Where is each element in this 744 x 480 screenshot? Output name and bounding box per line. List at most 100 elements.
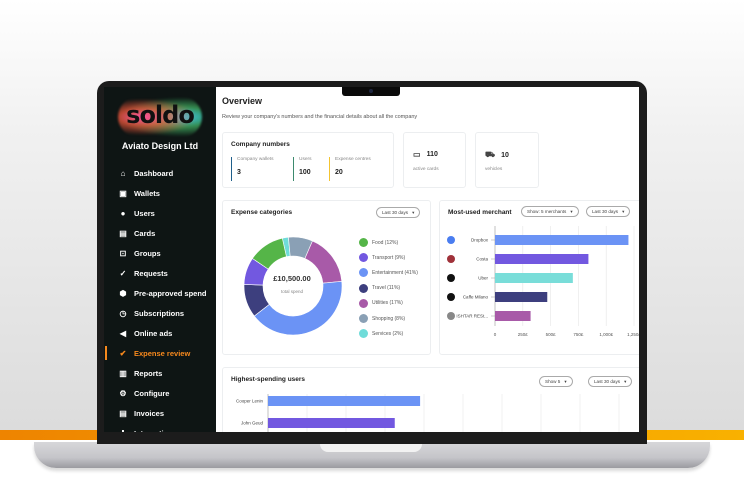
card-title: Company numbers bbox=[231, 141, 290, 148]
merchant-logo-icon bbox=[447, 312, 455, 320]
stat-label: Expense centres bbox=[335, 157, 371, 162]
vehicles-value: 10 bbox=[501, 151, 509, 159]
sidebar-item-label: Users bbox=[134, 208, 155, 218]
home-icon: ⌂ bbox=[120, 168, 126, 178]
camera-notch bbox=[342, 87, 400, 96]
x-tick-label: 0 bbox=[494, 332, 497, 337]
show-users-dropdown[interactable]: Show 5 ▾ bbox=[539, 376, 573, 387]
active-cards-value: 110 bbox=[426, 151, 438, 158]
chevron-down-icon: ▾ bbox=[412, 209, 415, 215]
sidebar-item-label: Requests bbox=[134, 268, 168, 278]
legend-label: Travel (11%) bbox=[372, 285, 401, 292]
stat-expense-centres: Expense centres 20 bbox=[329, 157, 371, 181]
sidebar-item-wallets[interactable]: ▣ Wallets bbox=[104, 183, 216, 203]
legend-swatch-icon bbox=[359, 298, 368, 308]
merchant-bar[interactable] bbox=[495, 273, 573, 283]
cards-icon: ▤ bbox=[119, 228, 127, 238]
period-dropdown[interactable]: Last 30 days ▾ bbox=[376, 207, 421, 218]
show-label: Show 5 bbox=[545, 379, 561, 384]
chevron-down-icon: ▾ bbox=[570, 208, 573, 214]
x-tick-label: 1,250£ bbox=[627, 332, 639, 337]
sidebar-item-label: Online ads bbox=[134, 328, 173, 338]
period-label: Last 30 days bbox=[594, 379, 621, 384]
highest-spending-users-card: Highest-spending users Show 5 ▾ Last 30 d… bbox=[222, 367, 639, 432]
expense-categories-card: Expense categories Last 30 days ▾ £10,500… bbox=[222, 200, 431, 355]
legend-item: Entertainment (41%) bbox=[359, 265, 418, 280]
legend-swatch-icon bbox=[359, 253, 368, 263]
sidebar-item-label: Dashboard bbox=[134, 168, 174, 178]
user-label: Cooper Lenin bbox=[236, 399, 264, 404]
show-label: Show: 5 merchants bbox=[527, 209, 567, 214]
legend-swatch-icon bbox=[359, 238, 368, 248]
merchant-bar[interactable] bbox=[495, 311, 531, 321]
sidebar-item-label: Invoices bbox=[134, 408, 165, 418]
stat-value: 20 bbox=[335, 169, 343, 176]
user-bar[interactable] bbox=[268, 418, 395, 428]
company-name: Aviato Design Ltd bbox=[121, 141, 199, 151]
sidebar-item-dashboard[interactable]: ⌂ Dashboard bbox=[104, 163, 216, 183]
merchant-bar[interactable] bbox=[495, 292, 548, 302]
merchant-bar[interactable] bbox=[495, 235, 629, 245]
legend-item: Travel (11%) bbox=[359, 281, 418, 296]
sidebar-item-online-ads[interactable]: ◀ Online ads bbox=[104, 323, 216, 343]
active-cards-card[interactable]: ▭ 110 active cards bbox=[403, 132, 466, 188]
bar-chart-icon: ▥ bbox=[119, 368, 127, 378]
sidebar-item-label: Wallets bbox=[134, 188, 160, 198]
sidebar-item-label: Reports bbox=[134, 368, 163, 378]
sidebar-item-label: Integrations bbox=[134, 429, 177, 433]
sidebar-item-expense-review[interactable]: ✔ Expense review bbox=[104, 343, 216, 363]
groups-icon: ⊡ bbox=[119, 248, 127, 258]
merchant-label: Caffe Milano bbox=[463, 295, 489, 300]
check-icon: ✔ bbox=[119, 348, 127, 358]
logo: soldo bbox=[126, 101, 195, 129]
donut-slice[interactable] bbox=[252, 237, 287, 270]
sidebar-item-invoices[interactable]: ▤ Invoices bbox=[104, 403, 216, 423]
sidebar-item-label: Cards bbox=[134, 228, 156, 238]
sidebar-item-subscriptions[interactable]: ◷ Subscriptions bbox=[104, 303, 216, 323]
total-spend-label: total spend bbox=[280, 289, 304, 294]
active-cards-label: active cards bbox=[413, 167, 439, 172]
sidebar-item-label: Pre-approved spend bbox=[134, 288, 207, 298]
legend-label: Shopping (8%) bbox=[372, 315, 406, 322]
sidebar-item-label: Configure bbox=[134, 388, 170, 398]
merchant-bar-chart: 0 250£ 500£ 750£ 1,000£ 1,250£ Dropbox Costa Ube… bbox=[447, 226, 639, 337]
show-merchants-dropdown[interactable]: Show: 5 merchants ▾ bbox=[521, 206, 579, 217]
period-dropdown[interactable]: Last 30 days ▾ bbox=[586, 206, 631, 217]
legend-swatch-icon bbox=[359, 314, 368, 324]
sidebar-item-integrations[interactable]: ✚ Integrations bbox=[104, 423, 216, 433]
chevron-down-icon: ▾ bbox=[564, 378, 567, 384]
legend-item: Transport (9%) bbox=[359, 250, 418, 265]
legend-label: Food (12%) bbox=[372, 239, 399, 246]
company-numbers-card: Company numbers Company wallets 3 Users 10… bbox=[222, 132, 394, 188]
sidebar-item-cards[interactable]: ▤ Cards bbox=[104, 223, 216, 243]
period-dropdown[interactable]: Last 30 days ▾ bbox=[588, 376, 633, 387]
requests-icon: ✓ bbox=[119, 268, 127, 278]
sidebar-item-reports[interactable]: ▥ Reports bbox=[104, 363, 216, 383]
merchant-logo-icon bbox=[447, 236, 455, 244]
stat-label: Company wallets bbox=[237, 157, 274, 162]
sidebar-item-label: Expense review bbox=[134, 348, 191, 358]
page-title: Overview bbox=[222, 96, 263, 106]
donut-slice[interactable] bbox=[253, 281, 343, 336]
legend: Food (12%) Transport (9%) Entertainment (4… bbox=[359, 235, 418, 341]
main-content: Overview Review your company's numbers a… bbox=[216, 87, 639, 432]
merchant-bar[interactable] bbox=[495, 254, 589, 264]
sidebar-item-users[interactable]: ● Users bbox=[104, 203, 216, 223]
x-tick-label: 750£ bbox=[573, 332, 584, 337]
chevron-down-icon: ▾ bbox=[622, 208, 625, 214]
clock-icon: ◷ bbox=[119, 308, 127, 318]
wallet-icon: ▣ bbox=[119, 188, 127, 198]
legend-label: Entertainment (41%) bbox=[372, 269, 418, 276]
legend-label: Transport (9%) bbox=[372, 254, 406, 261]
sidebar-item-requests[interactable]: ✓ Requests bbox=[104, 263, 216, 283]
gear-icon: ⚙ bbox=[119, 388, 127, 398]
sidebar-item-configure[interactable]: ⚙ Configure bbox=[104, 383, 216, 403]
sidebar-item-pre-approved-spend[interactable]: ⬢ Pre-approved spend bbox=[104, 283, 216, 303]
period-label: Last 30 days bbox=[382, 210, 409, 215]
vehicles-label: vehicles bbox=[485, 167, 503, 172]
user-bar[interactable] bbox=[268, 396, 421, 406]
sidebar-item-groups[interactable]: ⊡ Groups bbox=[104, 243, 216, 263]
vehicles-card[interactable]: ⛟ 10 vehicles bbox=[475, 132, 539, 188]
total-spend-value: £10,500.00 bbox=[273, 274, 311, 283]
legend-label: Services (2%) bbox=[372, 330, 404, 337]
